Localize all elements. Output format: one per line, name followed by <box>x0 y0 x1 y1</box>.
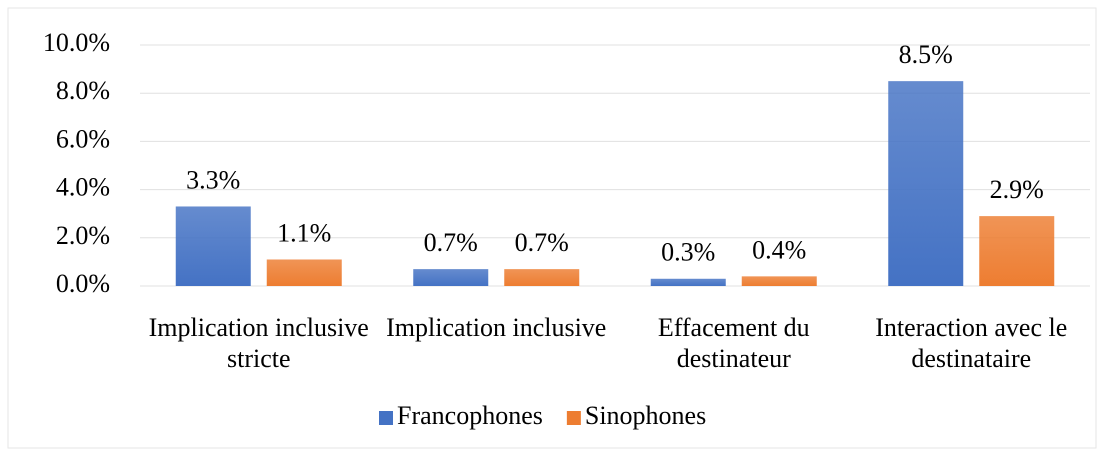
y-tick-label: 6.0% <box>56 124 110 153</box>
data-label: 8.5% <box>899 40 953 69</box>
bar <box>650 278 726 286</box>
x-tick-label: Interaction avec le destinataire <box>875 313 1068 373</box>
y-tick-label: 0.0% <box>56 269 110 298</box>
x-tick-label: Implication inclusive stricte <box>148 313 369 373</box>
legend-label: Sinophones <box>585 401 706 430</box>
y-tick-label: 10.0% <box>43 28 110 57</box>
bar <box>979 216 1055 286</box>
data-label: 0.7% <box>424 228 478 257</box>
bar <box>413 269 489 286</box>
legend-label: Francophones <box>397 401 543 430</box>
y-tick-label: 4.0% <box>56 173 110 202</box>
y-tick-label: 2.0% <box>56 221 110 250</box>
legend-swatch <box>566 411 581 425</box>
legend-swatch <box>379 411 393 425</box>
bar <box>504 269 580 286</box>
data-label: 0.3% <box>661 238 715 267</box>
data-label: 3.3% <box>186 165 240 194</box>
x-tick-label: Effacement du destinateur <box>657 313 810 373</box>
y-tick-label: 8.0% <box>56 76 110 105</box>
data-label: 0.7% <box>515 228 569 257</box>
bar <box>175 206 251 286</box>
data-label: 0.4% <box>752 235 806 264</box>
bar <box>266 259 342 286</box>
bar <box>741 276 817 286</box>
chart-border <box>7 7 1097 449</box>
bar <box>888 81 964 287</box>
x-tick-label: Implication inclusive <box>386 313 607 342</box>
data-label: 1.1% <box>277 218 331 247</box>
data-label: 2.9% <box>990 175 1044 204</box>
